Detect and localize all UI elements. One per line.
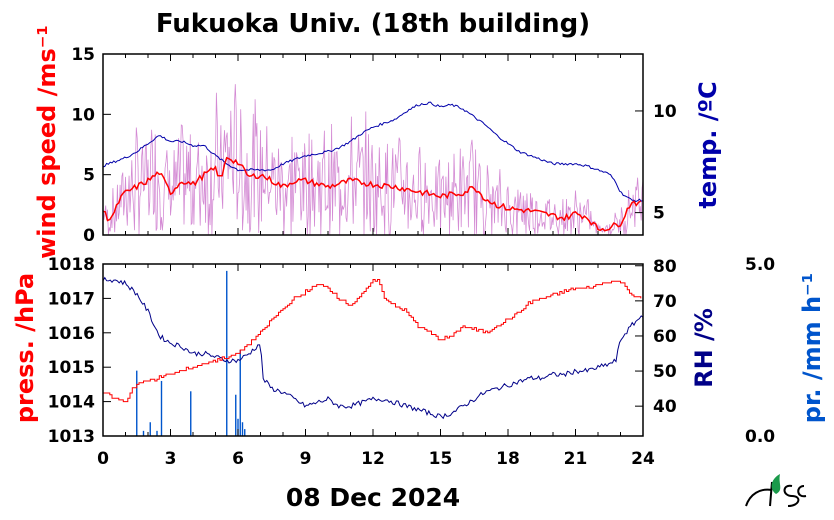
rh-line	[102, 276, 644, 420]
y-right-tick-label: 80	[653, 257, 677, 277]
wind-raw-line	[102, 84, 644, 235]
precip-bar	[136, 370, 138, 436]
y-right-tick-label: 60	[653, 327, 677, 347]
x-tick-label: 15	[429, 449, 453, 469]
y-left-tick-label: 5	[83, 166, 95, 186]
x-tick-label: 21	[564, 449, 588, 469]
y-left-tick-label: 10	[71, 105, 95, 125]
wind-mean-line	[102, 156, 642, 232]
x-tick-label: 3	[165, 449, 177, 469]
chart-title: Fukuoka Univ. (18th building)	[156, 9, 590, 39]
x-tick-label: 18	[496, 449, 520, 469]
y-right-tick-label: 10	[653, 102, 677, 122]
x-tick-label: 6	[232, 449, 244, 469]
x-tick-label: 12	[361, 449, 385, 469]
precip-axis-label: pr. /mm h⁻¹	[798, 273, 826, 423]
x-tick-label: 9	[300, 449, 312, 469]
precip-bar	[244, 429, 246, 436]
y-right-tick-label: 40	[653, 397, 677, 417]
press-line	[103, 279, 642, 403]
y-right-tick-label: 50	[653, 362, 677, 382]
y-right-tick-label: 70	[653, 292, 677, 312]
press-axis-label: press. /hPa	[11, 273, 39, 423]
precip-bar	[160, 380, 163, 436]
y-right-tick-label: 5	[653, 204, 665, 224]
press-rh-panel: 0 3 6 9 12 15 18 21 24 1013 1014 1015 1016 1017 1018 40…	[48, 255, 776, 469]
wind-axis-label: wind speed /ms⁻¹	[33, 25, 61, 259]
y-far-right-tick-label: 5.0	[745, 255, 775, 275]
y-left-tick-label: 1015	[48, 358, 95, 378]
precip-bar	[190, 391, 192, 436]
precip-bar	[241, 422, 244, 436]
temp-line	[102, 101, 644, 203]
x-tick-label: 0	[97, 449, 109, 469]
x-tick-label: 24	[631, 449, 655, 469]
precip-bar	[237, 418, 239, 436]
wind-temp-panel: 0 5 10 15 5 10	[71, 45, 677, 246]
precip-bar	[142, 430, 145, 436]
y-left-tick-label: 1016	[48, 324, 95, 344]
precip-bar	[235, 394, 237, 436]
precip-bar	[239, 350, 241, 436]
y-left-tick-label: 1014	[48, 393, 95, 413]
y-left-tick-label: 1017	[48, 289, 95, 309]
temp-axis-label: temp. /ºC	[694, 81, 722, 208]
y-left-tick-label: 15	[71, 45, 95, 65]
rh-axis-label: RH /%	[690, 308, 718, 388]
y-far-right-tick-label: 0.0	[745, 427, 775, 447]
date-label: 08 Dec 2024	[286, 483, 460, 512]
precip-bar	[156, 430, 158, 436]
precip-bar	[149, 422, 151, 436]
y-left-tick-label: 1018	[48, 255, 95, 275]
precip-bar	[226, 270, 228, 436]
y-left-tick-label: 1013	[48, 427, 95, 447]
logo	[745, 474, 807, 507]
y-left-tick-label: 0	[83, 226, 95, 246]
